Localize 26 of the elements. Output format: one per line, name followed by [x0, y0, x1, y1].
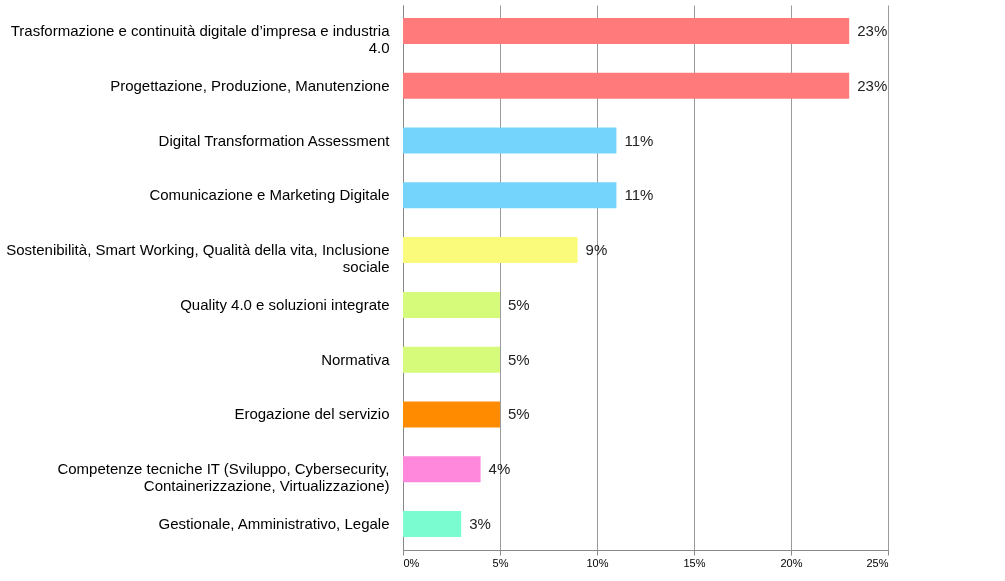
data-label: 3%	[469, 514, 491, 532]
data-label: 5%	[508, 295, 530, 313]
y-tick-label: Erogazione del servizio	[234, 405, 390, 423]
x-tick-label: 0%	[403, 556, 420, 569]
x-tick-label: 20%	[780, 556, 803, 569]
y-tick-label: Trasformazione e continuità digitale d’impresa e industria 4.0	[10, 22, 391, 57]
y-tick-label: Quality 4.0 e soluzioni integrate	[180, 295, 390, 313]
y-tick-label: Gestionale, Amministrativo, Legale	[158, 514, 390, 532]
data-label: 23%	[857, 22, 888, 40]
data-label: 23%	[857, 76, 888, 94]
y-tick-label: Competenze tecniche IT (Sviluppo, Cybersecurity, Containerizzazione, Virtualizzazione)	[57, 460, 390, 495]
y-tick-label: Normativa	[321, 350, 391, 368]
data-label: 11%	[624, 186, 654, 204]
y-tick-label: Comunicazione e Marketing Digitale	[149, 186, 390, 204]
x-tick-label: 25%	[866, 556, 889, 569]
data-label: 5%	[508, 405, 530, 423]
y-tick-label: Progettazione, Produzione, Manutenzione	[110, 76, 390, 94]
data-label: 9%	[585, 241, 608, 259]
y-tick-label: Digital Transformation Assessment	[158, 131, 391, 149]
x-tick-label: 5%	[492, 556, 509, 569]
data-label: 5%	[508, 350, 530, 368]
y-tick-label: Sostenibilità, Smart Working, Qualità della vita, Inclusione sociale	[6, 241, 390, 276]
x-tick-label: 10%	[586, 556, 609, 569]
data-label: 4%	[488, 460, 511, 478]
x-tick-label: 15%	[683, 556, 706, 569]
data-label: 11%	[624, 131, 654, 149]
